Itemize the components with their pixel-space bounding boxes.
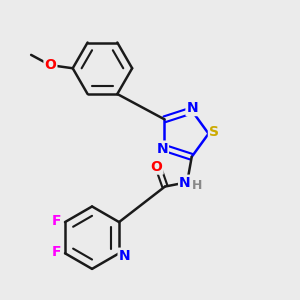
Text: O: O [44,58,56,72]
Text: H: H [192,178,202,192]
Text: N: N [156,142,168,156]
Text: O: O [151,160,163,174]
Text: N: N [179,176,191,190]
Text: S: S [209,125,219,139]
Text: F: F [52,245,62,259]
Text: N: N [187,101,198,115]
Text: F: F [52,214,62,228]
Text: N: N [118,249,130,263]
